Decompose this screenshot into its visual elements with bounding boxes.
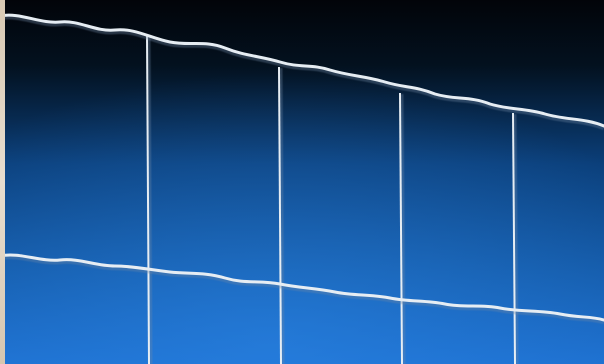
vertical-wires-shadow: [147, 35, 519, 364]
bottom-wire-shadow: [0, 254, 604, 325]
vertical-wire-4: [512, 112, 516, 364]
vertical-wire-2: [278, 66, 282, 364]
vertical-wires: [146, 34, 516, 364]
top-wire-shadow: [0, 14, 604, 131]
vertical-wire-3: [399, 92, 403, 364]
bottom-wire: [0, 253, 604, 322]
left-edge-strip: [0, 0, 5, 364]
top-wire: [0, 13, 604, 128]
vertical-wire-1: [146, 34, 150, 364]
